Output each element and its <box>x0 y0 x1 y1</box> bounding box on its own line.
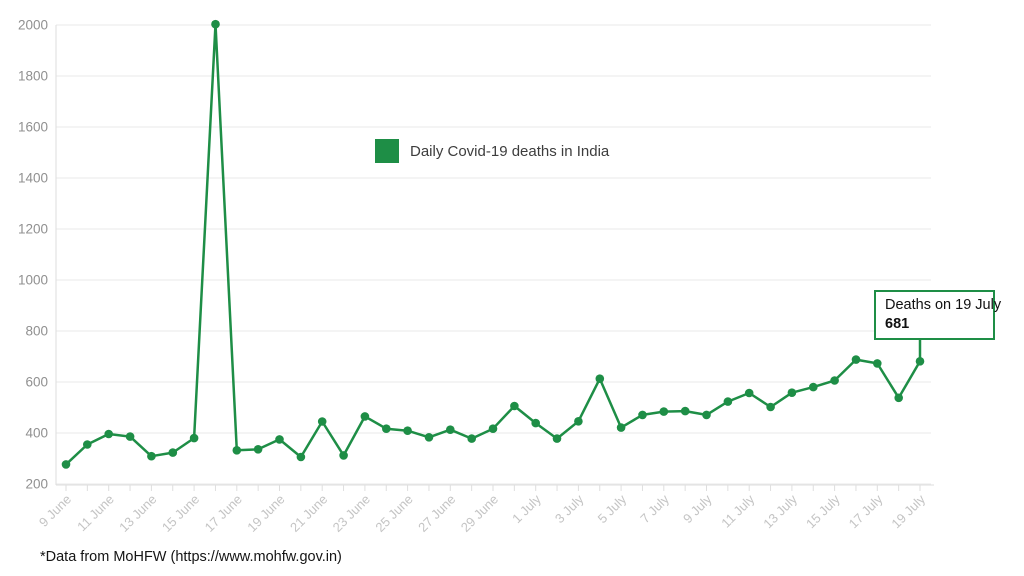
data-point[interactable] <box>766 402 775 412</box>
y-axis-tick-label: 2000 <box>18 18 48 33</box>
data-point[interactable] <box>680 406 690 416</box>
y-axis-tick-label: 1800 <box>18 69 48 84</box>
x-axis-tick-label: 3 July <box>552 491 587 526</box>
x-axis-tick-label: 15 July <box>803 491 843 531</box>
x-axis-tick-label: 13 July <box>760 491 800 531</box>
data-point[interactable] <box>894 393 903 403</box>
x-axis-tick-label: 9 June <box>36 492 74 530</box>
data-point[interactable] <box>147 451 156 461</box>
x-axis-tick-label: 17 June <box>202 492 245 535</box>
data-point[interactable] <box>744 388 754 398</box>
data-point[interactable] <box>83 440 92 449</box>
data-point[interactable] <box>446 425 455 435</box>
data-point[interactable] <box>915 357 925 366</box>
data-point[interactable] <box>531 418 540 428</box>
x-axis-tick-label: 19 June <box>244 492 287 535</box>
x-axis-tick-label: 1 July <box>509 491 544 526</box>
data-point[interactable] <box>296 452 306 462</box>
tooltip: Deaths on 19 July 681 <box>874 290 1002 341</box>
y-axis-tick-label: 1000 <box>18 273 48 288</box>
data-point[interactable] <box>809 382 818 392</box>
x-axis-tick-label: 7 July <box>637 491 672 526</box>
data-point[interactable] <box>574 417 583 426</box>
data-point[interactable] <box>189 433 199 443</box>
data-point[interactable] <box>510 401 519 411</box>
data-point[interactable] <box>723 397 733 406</box>
y-axis-tick-label: 1600 <box>18 120 48 135</box>
data-point[interactable] <box>403 426 412 436</box>
legend-label: Daily Covid-19 deaths in India <box>410 142 610 160</box>
tooltip-value: 681 <box>885 316 910 333</box>
x-axis-tick-label: 27 June <box>415 492 458 535</box>
data-point[interactable] <box>787 388 797 398</box>
data-point[interactable] <box>616 423 626 432</box>
y-axis-tick-label: 400 <box>25 426 48 441</box>
data-point[interactable] <box>168 448 178 457</box>
x-axis-tick-label: 11 July <box>718 491 757 530</box>
y-axis-tick-label: 1200 <box>18 222 48 237</box>
data-point[interactable] <box>61 460 71 469</box>
x-axis-tick-label: 29 June <box>458 492 501 535</box>
data-point[interactable] <box>424 433 434 442</box>
line-series <box>64 22 922 466</box>
data-point[interactable] <box>851 355 861 364</box>
data-point[interactable] <box>638 410 647 420</box>
data-point[interactable] <box>488 424 498 434</box>
data-point[interactable] <box>339 451 348 460</box>
x-axis-tick-label: 17 July <box>846 491 886 531</box>
data-point[interactable] <box>253 445 263 454</box>
data-point[interactable] <box>873 359 882 368</box>
tooltip-title: Deaths on 19 July <box>885 297 1002 313</box>
y-axis-tick-label: 600 <box>25 375 48 390</box>
data-point[interactable] <box>382 424 391 434</box>
y-axis-tick-label: 1400 <box>18 171 48 186</box>
x-axis-tick-label: 23 June <box>330 492 373 535</box>
data-point[interactable] <box>211 19 220 29</box>
data-point[interactable] <box>830 376 839 385</box>
data-point[interactable] <box>232 446 242 455</box>
y-axis-tick-label: 800 <box>25 324 48 339</box>
x-axis-tick-label: 5 July <box>595 491 630 526</box>
footer-note: *Data from MoHFW (https://www.mohfw.gov.… <box>40 549 342 565</box>
legend-swatch <box>375 139 399 163</box>
y-axis-tick-label: 200 <box>25 477 48 492</box>
x-axis-tick-label: 21 June <box>287 492 330 535</box>
data-point[interactable] <box>595 374 605 384</box>
data-point[interactable] <box>104 429 113 439</box>
data-point[interactable] <box>360 412 370 421</box>
data-point[interactable] <box>125 432 135 441</box>
legend: Daily Covid-19 deaths in India <box>375 139 609 163</box>
x-axis-tick-label: 9 July <box>680 491 715 526</box>
data-point[interactable] <box>317 417 327 426</box>
x-axis-tick-label: 25 June <box>372 492 415 535</box>
x-axis-tick-label: 13 June <box>116 492 159 535</box>
data-point[interactable] <box>552 434 562 443</box>
data-point[interactable] <box>659 407 669 416</box>
data-point[interactable] <box>467 434 477 443</box>
x-axis-tick-label: 11 June <box>74 492 117 535</box>
x-axis-tick-label: 19 July <box>888 491 928 531</box>
x-axis-tick-label: 15 June <box>159 492 202 535</box>
data-point[interactable] <box>702 410 711 420</box>
data-point[interactable] <box>275 435 284 444</box>
